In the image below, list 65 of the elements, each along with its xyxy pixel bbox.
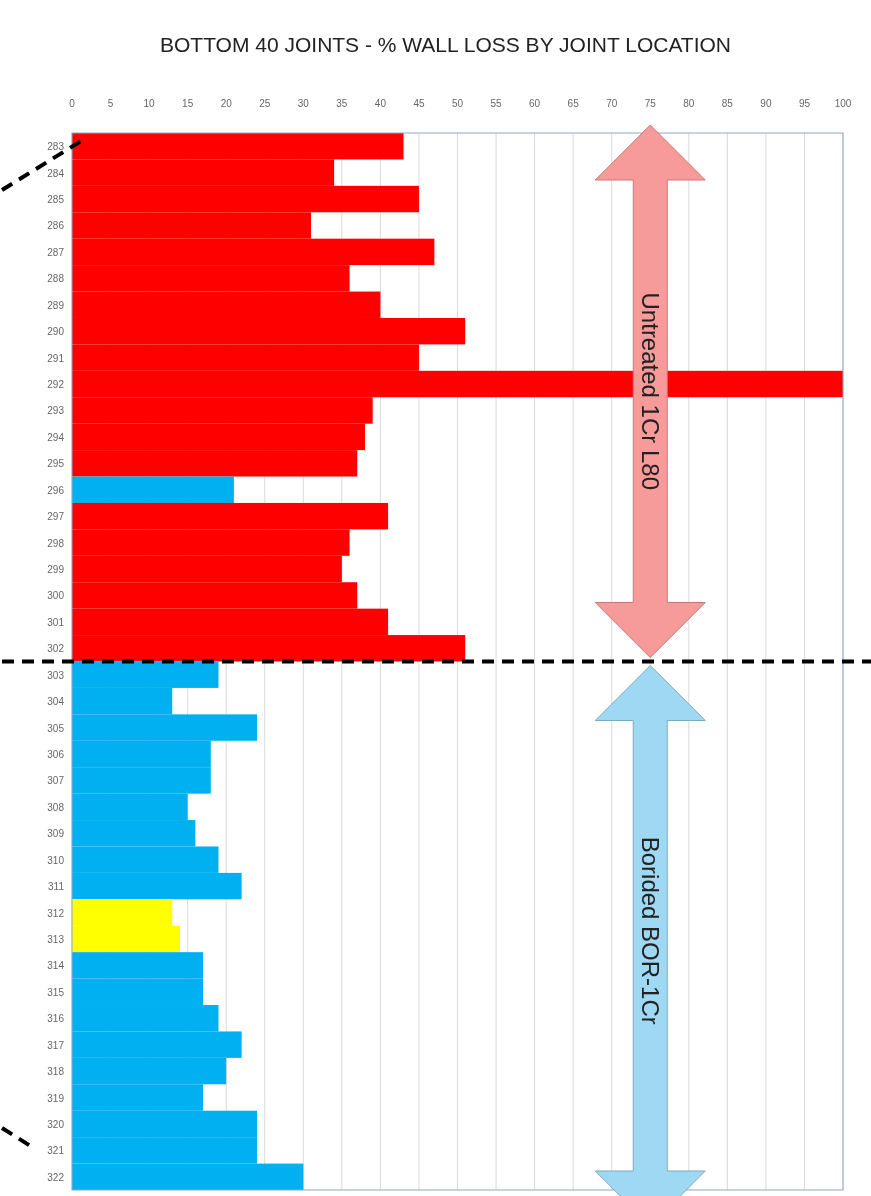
y-tick-label: 317 xyxy=(47,1039,65,1051)
y-tick-label: 321 xyxy=(47,1145,65,1157)
y-tick-label: 285 xyxy=(47,194,65,206)
x-tick-label: 30 xyxy=(297,98,310,109)
x-tick-label: 25 xyxy=(259,98,271,109)
y-tick-label: 322 xyxy=(47,1171,65,1183)
x-tick-label: 10 xyxy=(143,98,156,109)
y-tick-label: 290 xyxy=(47,326,65,338)
y-tick-label: 303 xyxy=(47,669,65,681)
y-tick-label: 318 xyxy=(47,1066,65,1078)
x-tick-label: 20 xyxy=(220,98,233,109)
x-tick-label: 75 xyxy=(644,98,657,109)
y-tick-label: 304 xyxy=(47,696,65,708)
bar xyxy=(72,476,234,503)
y-tick-label: 309 xyxy=(47,828,65,840)
y-tick-label: 293 xyxy=(47,405,65,417)
y-tick-label: 291 xyxy=(47,352,65,364)
y-tick-label: 307 xyxy=(47,775,65,787)
y-tick-label: 316 xyxy=(47,1013,65,1025)
y-tick-label: 320 xyxy=(47,1118,65,1130)
x-tick-label: 65 xyxy=(567,98,580,109)
y-tick-label: 292 xyxy=(47,379,65,391)
y-tick-label: 302 xyxy=(47,643,65,655)
y-tick-label: 306 xyxy=(47,748,65,760)
y-tick-label: 300 xyxy=(47,590,65,602)
x-tick-label: 90 xyxy=(760,98,772,109)
x-tick-label: 80 xyxy=(683,98,695,109)
y-tick-label: 315 xyxy=(47,986,65,998)
y-tick-label: 295 xyxy=(47,458,65,470)
y-tick-label: 313 xyxy=(47,933,65,945)
y-tick-label: 288 xyxy=(47,273,65,285)
y-tick-label: 308 xyxy=(47,801,65,813)
y-tick-label: 298 xyxy=(47,537,65,549)
x-tick-label: 5 xyxy=(107,98,114,109)
x-tick-label: 45 xyxy=(413,98,425,109)
y-tick-label: 310 xyxy=(47,854,65,866)
y-tick-label: 296 xyxy=(47,484,65,496)
x-tick-label: 40 xyxy=(374,98,387,109)
y-tick-label: 312 xyxy=(47,907,65,919)
chart-title: BOTTOM 40 JOINTS - % WALL LOSS BY JOINT LOCATION xyxy=(159,33,732,56)
annotation: Untreated 1Cr L80 xyxy=(637,292,665,490)
y-tick-label: 299 xyxy=(47,564,65,576)
y-tick-label: 289 xyxy=(47,299,65,311)
x-tick-label: 55 xyxy=(490,98,503,109)
y-tick-label: 301 xyxy=(47,616,65,628)
x-tick-label: 85 xyxy=(721,98,734,109)
y-tick-label: 284 xyxy=(47,167,65,179)
annotation: Borided BOR-1Cr xyxy=(637,836,665,1025)
y-tick-label: 311 xyxy=(48,881,65,893)
y-tick-label: 319 xyxy=(47,1092,65,1104)
x-tick-label: 50 xyxy=(451,98,464,109)
x-tick-label: 100 xyxy=(834,98,852,109)
y-tick-label: 283 xyxy=(47,141,65,153)
y-tick-label: 297 xyxy=(47,511,65,523)
x-tick-label: 70 xyxy=(606,98,618,109)
y-tick-label: 287 xyxy=(47,246,65,258)
x-tick-label: 60 xyxy=(529,98,541,109)
x-tick-label: 35 xyxy=(336,98,348,109)
y-tick-label: 294 xyxy=(47,431,65,443)
y-tick-label: 314 xyxy=(47,960,65,972)
x-tick-label: 95 xyxy=(798,98,811,109)
x-tick-label: 15 xyxy=(182,98,194,109)
x-tick-label: 0 xyxy=(69,98,76,109)
y-tick-label: 305 xyxy=(47,722,65,734)
y-tick-label: 286 xyxy=(47,220,65,232)
